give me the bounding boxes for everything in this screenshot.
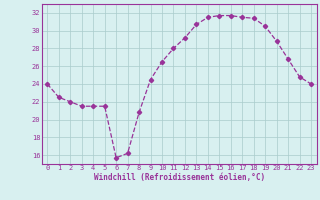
X-axis label: Windchill (Refroidissement éolien,°C): Windchill (Refroidissement éolien,°C): [94, 173, 265, 182]
